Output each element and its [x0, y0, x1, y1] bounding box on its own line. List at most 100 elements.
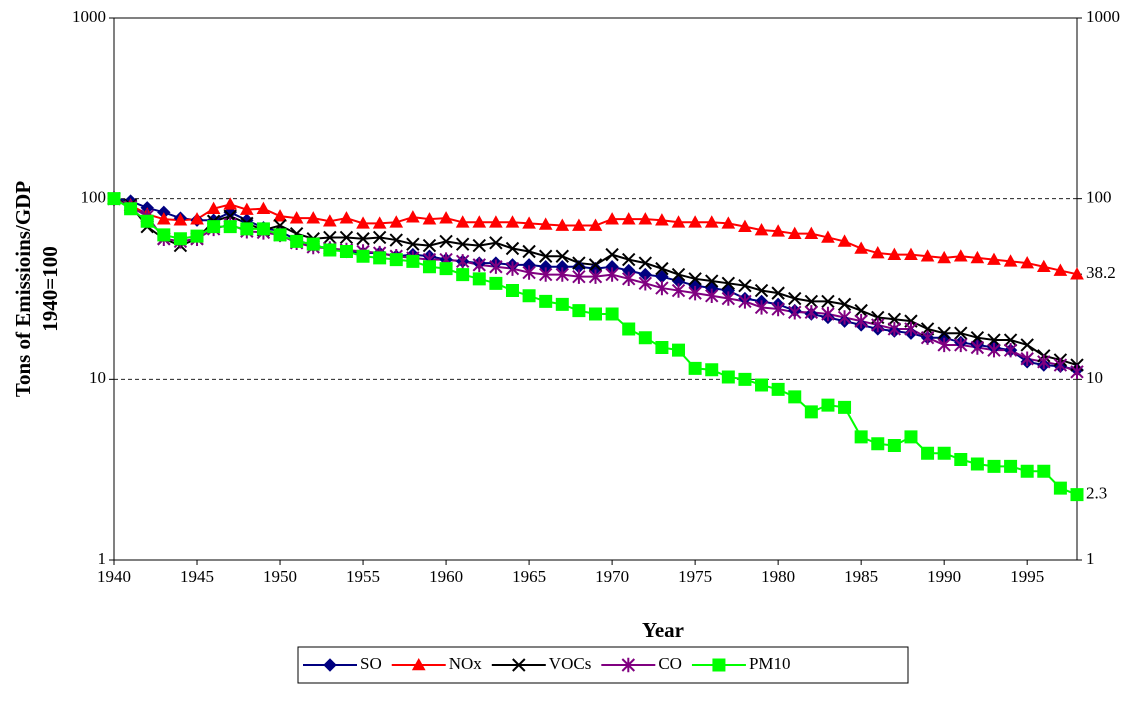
marker [854, 303, 868, 318]
marker [522, 216, 536, 229]
marker [804, 294, 819, 309]
marker [572, 256, 586, 270]
marker [306, 211, 321, 224]
marker [871, 317, 885, 333]
marker [605, 307, 619, 321]
marker [712, 658, 726, 672]
marker [738, 372, 752, 386]
marker [804, 305, 819, 320]
marker [1070, 488, 1084, 502]
marker [207, 220, 221, 234]
marker [721, 276, 736, 291]
marker [970, 250, 985, 264]
marker [771, 224, 785, 237]
marker [1036, 259, 1051, 273]
marker [688, 285, 702, 301]
marker [705, 363, 719, 377]
marker [987, 459, 1001, 473]
marker [970, 457, 984, 471]
x-tick-label: 1985 [844, 567, 878, 586]
marker [572, 304, 586, 318]
marker [638, 331, 652, 345]
marker [987, 333, 1001, 347]
x-tick-label: 1990 [927, 567, 961, 586]
marker [356, 216, 370, 229]
marker [422, 260, 436, 274]
marker [1070, 267, 1084, 280]
marker [920, 249, 935, 262]
marker [622, 322, 636, 336]
marker [588, 269, 603, 284]
marker [937, 337, 951, 353]
marker [1037, 464, 1051, 478]
marker [655, 341, 669, 355]
marker [621, 657, 636, 673]
marker [472, 238, 486, 253]
marker [439, 211, 453, 224]
marker [505, 241, 520, 256]
marker [837, 297, 852, 312]
marker [954, 326, 968, 340]
marker [522, 265, 536, 280]
marker [555, 267, 570, 282]
marker [356, 249, 370, 263]
marker [240, 222, 254, 236]
marker [456, 268, 470, 282]
marker [256, 201, 271, 214]
marker [1004, 459, 1018, 473]
x-tick-label: 1995 [1010, 567, 1044, 586]
marker [788, 390, 802, 404]
marker [505, 261, 520, 276]
marker [555, 297, 569, 311]
marker [621, 252, 636, 267]
marker [954, 337, 968, 353]
marker [538, 249, 553, 263]
marker [638, 256, 653, 270]
marker [738, 278, 752, 293]
marker [1003, 254, 1018, 267]
marker [838, 400, 852, 414]
marker [671, 267, 686, 282]
marker [156, 212, 171, 225]
marker [1020, 256, 1035, 269]
marker [638, 276, 653, 291]
marker [588, 218, 603, 231]
y2-tick-label: 100 [1086, 188, 1112, 207]
marker [472, 215, 487, 228]
marker [1037, 354, 1051, 370]
marker [738, 219, 752, 232]
marker [339, 244, 353, 258]
marker [455, 254, 470, 269]
marker [921, 446, 935, 460]
marker [871, 437, 885, 451]
marker [256, 222, 270, 236]
x-tick-label: 1980 [761, 567, 795, 586]
marker [323, 230, 337, 245]
legend-label: CO [658, 654, 682, 673]
marker [372, 230, 387, 245]
marker [821, 294, 835, 309]
marker [489, 236, 503, 250]
marker [411, 657, 426, 671]
marker [1003, 342, 1018, 358]
marker [937, 250, 952, 264]
marker [1003, 333, 1018, 347]
x-tick-label: 1970 [595, 567, 629, 586]
marker [721, 216, 736, 229]
marker [572, 269, 586, 284]
marker [887, 439, 901, 453]
marker [306, 237, 320, 251]
marker [522, 244, 536, 259]
marker [854, 313, 868, 329]
marker [887, 247, 902, 260]
marker [489, 276, 503, 290]
marker [223, 220, 237, 234]
marker [1020, 338, 1034, 352]
marker [771, 286, 785, 300]
marker [173, 232, 187, 246]
x-tick-label: 1945 [180, 567, 214, 586]
marker [920, 330, 935, 345]
marker [422, 238, 437, 253]
marker [755, 378, 769, 392]
marker [655, 280, 669, 296]
